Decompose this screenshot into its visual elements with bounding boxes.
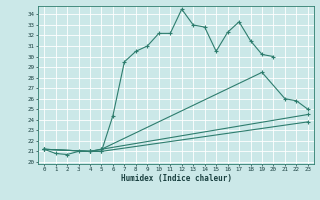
X-axis label: Humidex (Indice chaleur): Humidex (Indice chaleur) (121, 174, 231, 183)
